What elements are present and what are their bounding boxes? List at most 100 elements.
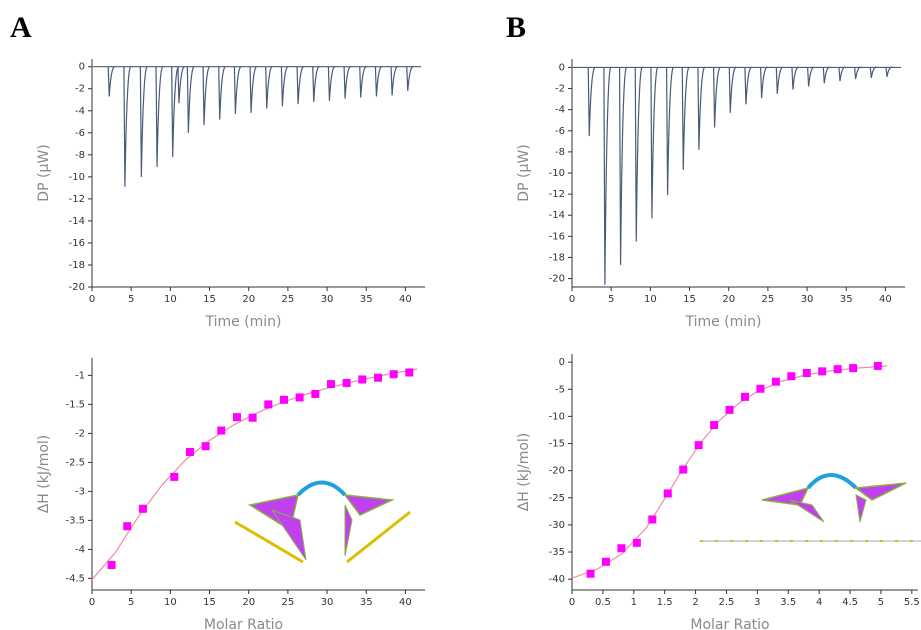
panel-label: A <box>10 11 32 44</box>
y-tick-label: -2 <box>555 84 565 95</box>
injection-peak <box>233 66 242 115</box>
y-tick-label: -20 <box>69 282 85 293</box>
x-tick-label: 15 <box>203 294 216 305</box>
injection-peak <box>177 66 186 104</box>
x-tick-label: 0 <box>89 294 95 305</box>
y-tick-label: -2 <box>75 84 85 95</box>
injection-peak <box>885 66 894 78</box>
data-point <box>279 395 288 404</box>
x-tick-label: 3 <box>754 597 760 608</box>
y-tick-label: -15 <box>549 439 565 450</box>
data-point <box>632 538 641 547</box>
injection-peak <box>139 66 148 177</box>
chart: 0 -5 -10 -15 -20 -25 -30 -35 -40 0 0.5 1 1.5 2 2.5 3 3.5… <box>516 354 920 630</box>
injection-peak <box>280 66 289 107</box>
injection-peak <box>634 66 643 242</box>
x-tick-label: 1.5 <box>657 597 673 608</box>
y-tick-label: -10 <box>69 172 85 183</box>
injection-peak <box>713 66 722 128</box>
injection-peak <box>265 66 274 109</box>
injection-peak <box>697 66 706 150</box>
data-point <box>849 364 858 373</box>
data-point <box>617 544 626 553</box>
x-tick-label: 30 <box>321 597 334 608</box>
data-point <box>326 380 335 389</box>
y-tick-label: -4 <box>555 105 565 116</box>
injection-peak <box>587 66 596 137</box>
x-tick-label: 10 <box>644 294 657 305</box>
injection-peak <box>123 66 132 187</box>
y-tick-label: -20 <box>549 274 565 285</box>
data-point <box>601 557 610 566</box>
x-tick-label: 2 <box>692 597 698 608</box>
x-tick-label: 5 <box>128 597 134 608</box>
data-point <box>405 368 414 377</box>
data-point <box>756 384 765 393</box>
chart: 0 -2 -4 -6 -8 -10 -12 -14 -16 -18 -20 0 5 10 15 20 25 30 3… <box>516 59 905 330</box>
injection-peak <box>171 66 180 158</box>
injection-peak <box>186 66 195 133</box>
injection-peak <box>218 66 227 120</box>
data-point <box>170 472 179 481</box>
injection-peak <box>760 66 768 99</box>
data-point <box>311 389 320 398</box>
y-tick-label: -1 <box>75 370 85 381</box>
y-tick-label: -8 <box>555 147 565 158</box>
x-tick-label: 25 <box>762 294 775 305</box>
x-tick-label: 10 <box>164 597 177 608</box>
data-point <box>741 392 749 401</box>
data-point <box>201 442 210 451</box>
y-tick-label: -14 <box>549 210 565 221</box>
y-tick-label: -4 <box>75 106 85 117</box>
data-point <box>264 400 273 409</box>
injection-peak <box>869 66 878 79</box>
injection-peak <box>406 66 415 91</box>
x-tick-label: 15 <box>683 294 696 305</box>
y-tick-label: -3.5 <box>65 515 85 526</box>
y-tick-label: -1.5 <box>65 399 85 410</box>
y-tick-label: -4 <box>75 544 85 555</box>
injection-peak <box>390 66 399 96</box>
injection-peak <box>296 66 305 105</box>
injection-peak <box>838 66 847 82</box>
injection-peak <box>681 66 690 170</box>
y-tick-label: -6 <box>75 128 85 139</box>
data-point <box>342 378 351 387</box>
x-tick-label: 10 <box>164 294 177 305</box>
injection-peak <box>744 66 753 105</box>
y-tick-label: -30 <box>549 520 565 531</box>
x-axis-label: Time (min) <box>684 314 761 330</box>
data-point <box>873 361 882 370</box>
injection-peak <box>728 66 737 113</box>
x-tick-label: 1 <box>631 597 637 608</box>
y-axis-label: ΔH (kJ/mol) <box>36 435 52 514</box>
injection-peak <box>822 66 831 84</box>
x-tick-label: 5 <box>608 294 614 305</box>
x-tick-label: 20 <box>242 597 255 608</box>
x-tick-label: 5 <box>878 597 884 608</box>
x-tick-label: 25 <box>282 597 295 608</box>
x-tick-label: 25 <box>282 294 295 305</box>
x-axis-label: Molar Ratio <box>690 617 769 630</box>
x-axis-label: Time (min) <box>204 314 281 330</box>
data-point <box>586 569 595 578</box>
y-tick-label: -40 <box>549 574 565 585</box>
x-tick-label: 40 <box>399 597 412 608</box>
data-point <box>787 372 796 381</box>
data-point <box>802 368 811 377</box>
x-tick-label: 3.5 <box>780 597 796 608</box>
x-tick-label: 0.5 <box>595 597 611 608</box>
y-tick-label: -35 <box>549 547 565 558</box>
y-tick-label: -25 <box>549 493 565 504</box>
y-tick-label: -3 <box>75 486 85 497</box>
y-tick-label: -20 <box>549 466 565 477</box>
x-tick-label: 30 <box>801 294 814 305</box>
chart: -1 -1.5 -2 -2.5 -3 -3.5 -4 -4.5 0 5 10 15 20 25 30 35 40… <box>36 358 425 630</box>
x-tick-label: 2.5 <box>719 597 735 608</box>
injection-peak <box>807 66 815 87</box>
x-tick-label: 40 <box>399 294 412 305</box>
chart: 0 -2 -4 -6 -8 -10 -12 -14 -16 -18 -20 0 5 10 15 20 25 30 3… <box>36 59 425 330</box>
y-axis-label: DP (μW) <box>516 144 532 201</box>
x-tick-label: 4.5 <box>842 597 858 608</box>
data-point <box>107 561 116 570</box>
